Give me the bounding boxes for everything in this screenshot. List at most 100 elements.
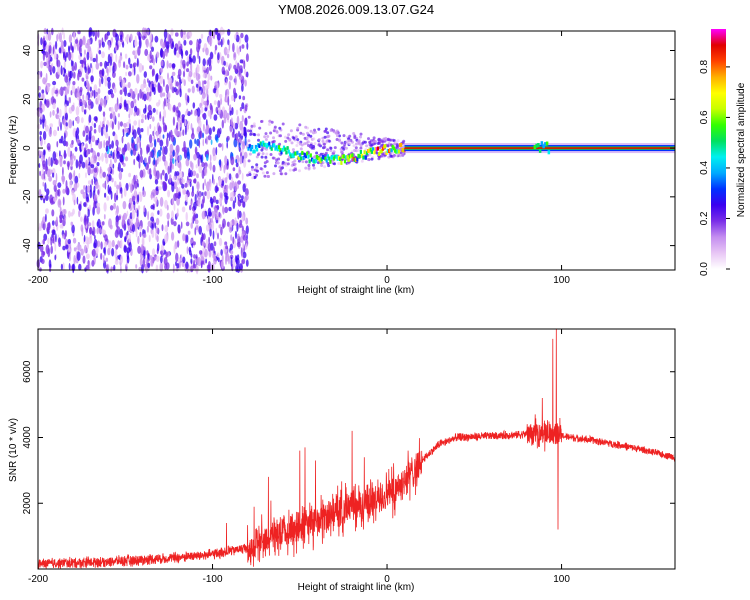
spectrogram-cell: [175, 106, 179, 114]
spectrogram-cell: [206, 153, 209, 162]
spectrogram-cell: [204, 107, 208, 112]
spectrogram-cell: [72, 120, 74, 127]
spectrogram-cell: [149, 91, 152, 97]
spectrogram-x-tick-label: 0: [384, 275, 390, 286]
spectrogram-cell: [88, 222, 92, 227]
spectrogram-cell: [109, 112, 113, 120]
spectrogram-cell: [52, 229, 56, 236]
spectrogram-cell: [132, 62, 137, 68]
spectrogram-cell: [90, 169, 93, 174]
spectrogram-cell: [107, 167, 112, 173]
spectrogram-cell: [245, 243, 248, 250]
spectrogram-cell: [263, 135, 267, 139]
spectrogram-cell: [188, 168, 191, 178]
spectrogram-cell: [247, 115, 251, 119]
spectrogram-cell: [150, 204, 155, 210]
spectrogram-cell: [239, 107, 242, 112]
spectrogram-cell: [110, 106, 114, 114]
spectrogram-cell: [167, 220, 170, 228]
spectrogram-cell: [148, 134, 153, 144]
spectrogram-cell: [214, 185, 218, 193]
spectrogram-cell: [220, 38, 223, 48]
spectrogram-cell: [137, 46, 141, 56]
spectrogram-cell: [544, 142, 547, 147]
spectrogram-cell: [139, 140, 141, 150]
spectrogram-cell: [226, 172, 229, 180]
spectrogram-cell: [225, 245, 229, 250]
spectrogram-cell: [42, 77, 47, 85]
spectrogram-cell: [246, 173, 250, 177]
spectrogram-cell: [116, 205, 119, 215]
spectrogram-cell: [60, 121, 62, 131]
spectrogram-cell: [350, 154, 353, 159]
spectrogram-cell: [266, 135, 270, 138]
spectrogram-cell: [188, 249, 192, 256]
spectrogram-cell: [235, 132, 239, 142]
spectrogram-cell: [181, 178, 185, 184]
spectrogram-cell: [160, 172, 163, 181]
spectrogram-cell: [233, 87, 236, 96]
spectrogram-cell: [97, 155, 101, 161]
spectrogram-cell: [68, 263, 71, 270]
spectrogram-cell: [67, 238, 72, 245]
spectrogram-cell: [196, 126, 201, 133]
spectrogram-cell: [112, 131, 116, 137]
spectrogram-cell: [226, 158, 229, 166]
spectrogram-cell: [319, 159, 322, 164]
spectrogram-cell: [394, 140, 398, 144]
spectrogram-cell: [239, 65, 243, 71]
spectrogram-cell: [190, 222, 193, 229]
spectrogram-cell: [85, 143, 88, 150]
spectrogram-cell: [144, 48, 149, 57]
spectrogram-cell: [93, 239, 98, 249]
spectrogram-cell: [56, 141, 59, 148]
spectrogram-cell: [55, 40, 58, 50]
spectrogram-cell: [316, 161, 320, 165]
spectrogram-cell: [216, 252, 220, 258]
spectrogram-cell: [45, 51, 49, 58]
spectrogram-cell: [372, 147, 375, 152]
spectrogram-cell: [215, 146, 218, 156]
spectrogram-cell: [156, 72, 159, 81]
spectrogram-cell: [144, 114, 147, 120]
spectrogram-cell: [200, 33, 204, 39]
spectrogram-cell: [92, 150, 97, 160]
spectrogram-cell: [255, 155, 259, 159]
spectrogram-cell: [274, 146, 277, 151]
spectrogram-cell: [71, 224, 75, 234]
spectrogram-cell: [202, 58, 206, 67]
spectrogram-cell: [389, 138, 393, 142]
spectrogram-cell: [232, 200, 236, 210]
spectrogram-cell: [131, 195, 136, 203]
spectrogram-cell: [95, 181, 99, 190]
spectrogram-cell: [338, 139, 342, 143]
spectrogram-cell: [265, 144, 268, 149]
spectrogram-cell: [180, 171, 183, 180]
spectrogram-cell: [146, 144, 150, 153]
spectrogram-cell: [267, 122, 271, 126]
spectrogram-cell: [41, 89, 45, 94]
spectrogram-cell: [236, 45, 239, 55]
spectrogram-cell: [59, 32, 62, 43]
spectrogram-cell: [204, 248, 208, 258]
spectrogram-cell: [87, 99, 92, 106]
spectrogram-cell: [102, 183, 106, 188]
spectrogram-cell: [257, 133, 260, 137]
spectrogram-cell: [209, 227, 212, 237]
spectrogram-cell: [73, 182, 78, 192]
spectrogram-cell: [361, 153, 364, 158]
spectrogram-cell: [380, 149, 383, 153]
spectrogram-cell: [62, 262, 65, 271]
spectrogram-cell: [351, 153, 354, 158]
spectrogram-cell: [213, 114, 218, 121]
spectrogram-cell: [59, 89, 61, 95]
spectrogram-cell: [251, 168, 254, 172]
spectrogram-cell: [94, 30, 98, 40]
spectrogram-cell: [317, 143, 321, 147]
spectrogram-cell: [182, 70, 186, 78]
spectrogram-cell: [68, 51, 72, 61]
colorbar-tick-label: 0.8: [699, 60, 710, 74]
spectrogram-cell: [201, 210, 206, 220]
spectrogram-cell: [151, 223, 154, 231]
spectrogram-cell: [160, 180, 163, 185]
